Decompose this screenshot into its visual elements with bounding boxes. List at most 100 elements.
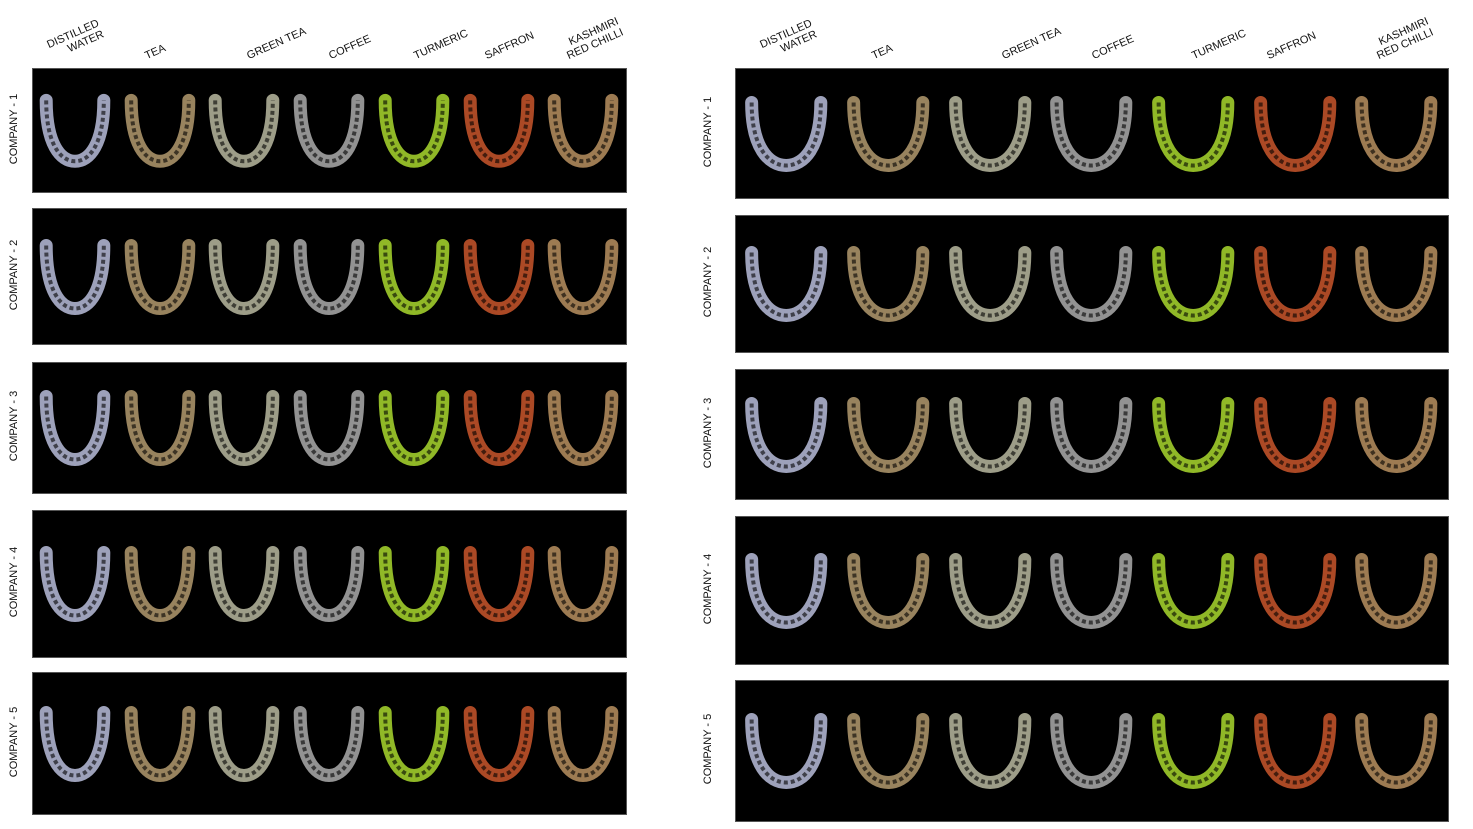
aligner-coffee [293,93,365,168]
aligner-saffron [463,546,534,623]
row-label: COMPANY - 4 [702,553,714,624]
photo-panel-row [32,672,627,815]
aligner-tea [846,552,930,629]
row-label: COMPANY - 2 [8,239,20,310]
aligner-coffee [293,546,365,623]
aligner-green-tea [209,238,280,315]
column-label: TURMERIC [412,27,471,62]
aligner-turmeric [1152,246,1235,323]
aligner-kashmiri-red-chilli [547,93,619,168]
photo-panel-row [735,369,1449,500]
column-label: COFFEE [1090,32,1136,62]
column-label: COFFEE [327,32,373,62]
aligner-tea [846,95,930,172]
column-label: DISTILLED WATER [758,17,819,56]
aligner-kashmiri-red-chilli [547,705,619,782]
row-label: COMPANY - 1 [702,96,714,167]
column-label: DISTILLED WATER [45,17,106,56]
aligner-coffee [293,705,365,782]
aligner-distilled-water [39,546,111,623]
aligner-coffee [1050,713,1133,790]
aligner-distilled-water [745,552,828,629]
aligner-tea [124,93,195,168]
aligner-saffron [463,238,534,315]
column-label: KASHMIRI RED CHILLI [565,15,626,63]
aligner-distilled-water [745,713,828,790]
row-label: COMPANY - 4 [8,546,20,618]
photo-panel-row [735,215,1449,353]
aligner-coffee [1050,552,1133,629]
aligner-green-tea [209,546,280,623]
aligner-coffee [293,238,365,315]
aligner-tea [124,546,195,623]
photo-panel-row [735,516,1449,665]
photo-panel-row [32,362,627,494]
column-label: GREEN TEA [245,25,308,62]
aligner-tea [124,390,195,467]
aligner-kashmiri-red-chilli [547,238,619,315]
row-label: COMPANY - 3 [702,397,714,468]
aligner-kashmiri-red-chilli [1355,552,1438,629]
aligner-kashmiri-red-chilli [1355,396,1438,473]
photo-panel-row [735,68,1449,199]
row-label: COMPANY - 5 [702,713,714,785]
aligner-turmeric [378,390,450,467]
aligner-coffee [1050,246,1133,323]
aligner-distilled-water [39,238,111,315]
aligner-distilled-water [745,95,828,172]
aligner-saffron [463,93,534,168]
aligner-coffee [1050,396,1133,473]
aligner-turmeric [1152,713,1235,790]
aligner-distilled-water [745,246,828,323]
aligner-kashmiri-red-chilli [547,390,619,467]
photo-panel-row [735,680,1449,822]
aligner-turmeric [1152,396,1235,473]
aligner-turmeric [1152,95,1235,172]
aligner-saffron [1253,246,1336,323]
aligner-coffee [293,390,365,467]
aligner-green-tea [948,246,1031,323]
aligner-saffron [1253,95,1336,172]
aligner-kashmiri-red-chilli [547,546,619,623]
column-label: SAFFRON [483,29,537,62]
photo-panel-row [32,510,627,658]
aligner-green-tea [209,93,280,168]
column-label: TEA [143,42,168,62]
aligner-green-tea [948,713,1031,790]
aligner-distilled-water [745,396,828,473]
aligner-saffron [463,705,534,782]
aligner-tea [124,238,195,315]
aligner-turmeric [378,93,450,168]
column-label: TEA [870,42,895,62]
aligner-green-tea [209,705,280,782]
photo-panel-row [32,68,627,193]
column-label: TURMERIC [1190,27,1249,62]
aligner-kashmiri-red-chilli [1355,246,1438,323]
row-label: COMPANY - 1 [8,93,20,164]
aligner-saffron [1253,713,1336,790]
aligner-turmeric [378,546,450,623]
aligner-saffron [1253,396,1336,473]
aligner-green-tea [948,396,1031,473]
column-label: KASHMIRI RED CHILLI [1375,15,1436,63]
aligner-saffron [463,390,534,467]
aligner-tea [846,713,930,790]
aligner-turmeric [1152,552,1235,629]
aligner-green-tea [209,390,280,467]
aligner-tea [846,396,930,473]
row-label: COMPANY - 5 [8,706,20,777]
aligner-turmeric [378,705,450,782]
aligner-distilled-water [39,93,111,168]
aligner-saffron [1253,552,1336,629]
aligner-coffee [1050,95,1133,172]
aligner-green-tea [948,552,1031,629]
aligner-distilled-water [39,705,111,782]
row-label: COMPANY - 3 [8,390,20,462]
aligner-tea [846,246,930,323]
aligner-green-tea [948,95,1031,172]
aligner-distilled-water [39,390,111,467]
aligner-kashmiri-red-chilli [1355,95,1438,172]
column-label: SAFFRON [1265,29,1319,62]
aligner-tea [124,705,195,782]
row-label: COMPANY - 2 [702,246,714,318]
